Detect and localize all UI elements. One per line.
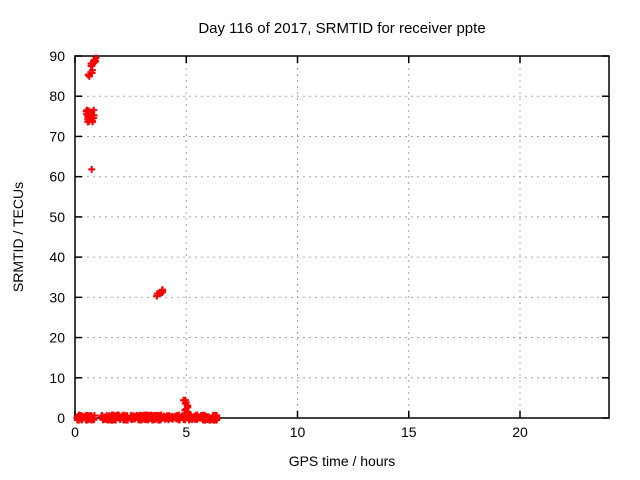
- y-tick-label: 60: [49, 169, 65, 185]
- y-tick-label: 40: [49, 249, 65, 265]
- y-tick-label: 20: [49, 330, 65, 346]
- y-tick-label: 10: [49, 370, 65, 386]
- x-tick-label: 10: [290, 424, 306, 440]
- y-tick-label: 90: [49, 48, 65, 64]
- x-tick-label: 20: [512, 424, 528, 440]
- x-tick-label: 0: [71, 424, 79, 440]
- x-tick-label: 15: [401, 424, 417, 440]
- scatter-points: [73, 54, 221, 424]
- y-tick-label: 0: [57, 410, 65, 426]
- x-axis-title: GPS time / hours: [288, 453, 396, 469]
- y-tick-label: 30: [49, 289, 65, 305]
- x-tick-label: 5: [182, 424, 190, 440]
- y-tick-label: 50: [49, 209, 65, 225]
- y-axis-title: SRMTID / TECUs: [10, 181, 26, 293]
- plot-border: [74, 55, 610, 419]
- chart-title: Day 116 of 2017, SRMTID for receiver ppt…: [198, 20, 486, 37]
- y-tick-label: 80: [49, 88, 65, 104]
- y-tick-label: 70: [49, 128, 65, 144]
